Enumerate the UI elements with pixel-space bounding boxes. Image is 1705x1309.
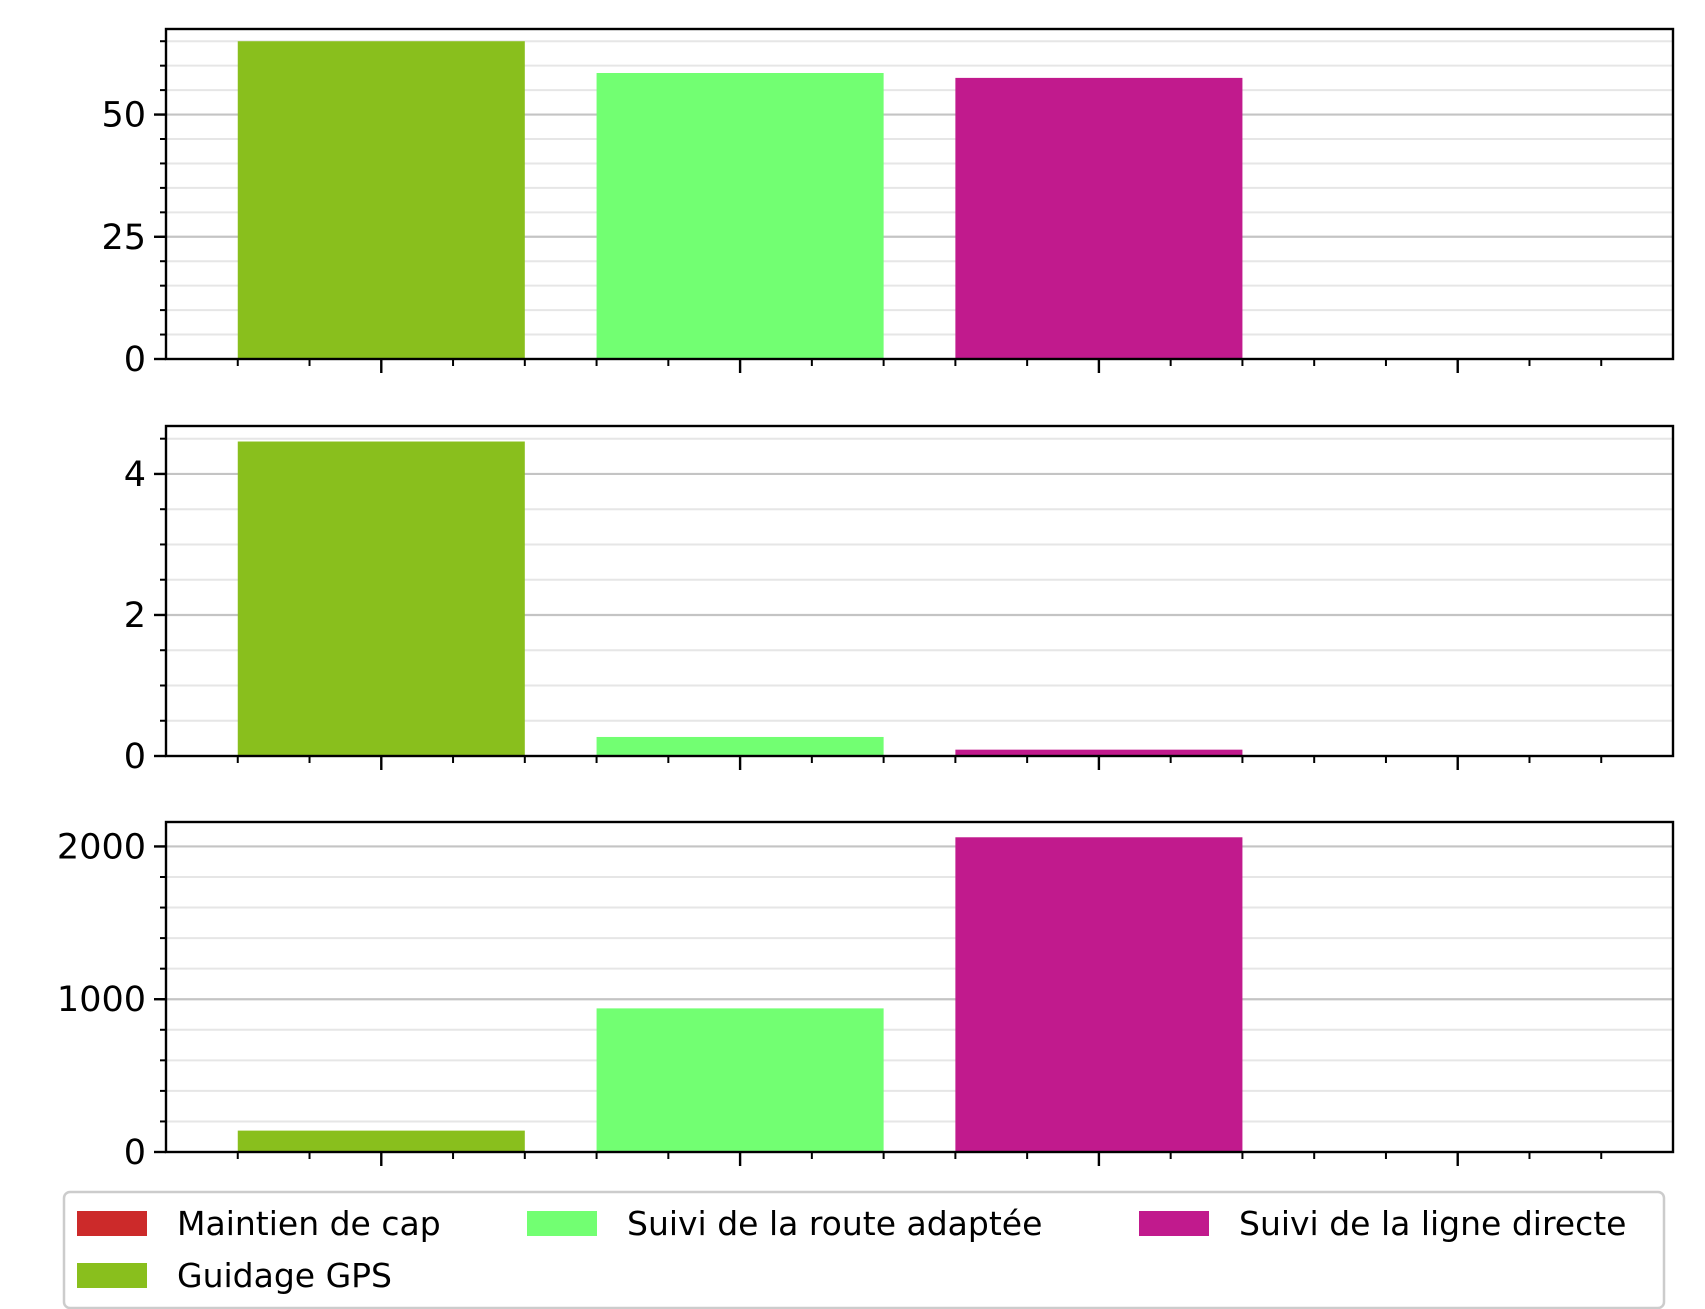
bar-guidage-gps <box>237 41 525 359</box>
legend-label: Suivi de la route adaptée <box>627 1204 1042 1243</box>
y-tick-label: 4 <box>124 455 146 495</box>
legend-swatch <box>1139 1211 1209 1236</box>
bar-suivi-de-la-ligne-directe <box>955 837 1243 1152</box>
legend-entry: Maintien de cap <box>77 1204 441 1243</box>
y-tick-label: 0 <box>124 340 146 380</box>
legend-label: Guidage GPS <box>177 1256 392 1295</box>
legend: Maintien de cap Suivi de la route adaptée… <box>62 1190 1666 1309</box>
legend-label: Suivi de la ligne directe <box>1239 1204 1626 1243</box>
axes-frame <box>164 820 1675 1154</box>
legend-swatch <box>77 1211 147 1236</box>
bar-suivi-de-la-route-adapt-e <box>596 736 884 756</box>
axes-frame <box>164 424 1675 758</box>
grid <box>166 845 1673 1123</box>
legend-swatch <box>527 1211 597 1236</box>
bar-suivi-de-la-route-adapt-e <box>596 73 884 359</box>
legend-entry: Guidage GPS <box>77 1256 392 1295</box>
bar-guidage-gps <box>237 1130 525 1152</box>
legend-entry: Suivi de la route adaptée <box>527 1204 1042 1243</box>
y-tick-label: 0 <box>124 737 146 777</box>
y-tick-label: 1000 <box>57 980 146 1020</box>
bar-suivi-de-la-route-adapt-e <box>596 1008 884 1152</box>
legend-box <box>62 1190 1666 1309</box>
y-tick-label: 2000 <box>57 827 146 867</box>
axes-frame <box>164 27 1675 361</box>
panel-3: 0 1000 2000 <box>57 820 1675 1173</box>
y-tick-label: 2 <box>124 596 146 636</box>
panel-2: 0 2 4 <box>124 424 1675 777</box>
legend-label: Maintien de cap <box>177 1204 441 1243</box>
bar-guidage-gps <box>237 441 525 756</box>
bar-suivi-de-la-ligne-directe <box>955 77 1243 359</box>
legend-swatch <box>77 1263 147 1288</box>
legend-entry: Suivi de la ligne directe <box>1139 1204 1626 1243</box>
panel-1: 0 25 50 <box>101 27 1675 380</box>
y-tick-label: 50 <box>101 96 146 136</box>
bar-suivi-de-la-ligne-directe <box>955 749 1243 756</box>
y-tick-label: 25 <box>101 218 146 258</box>
y-tick-label: 0 <box>124 1133 146 1173</box>
chart-panels: 0 25 50 0 2 4 0 1000 2000 <box>57 27 1675 1173</box>
